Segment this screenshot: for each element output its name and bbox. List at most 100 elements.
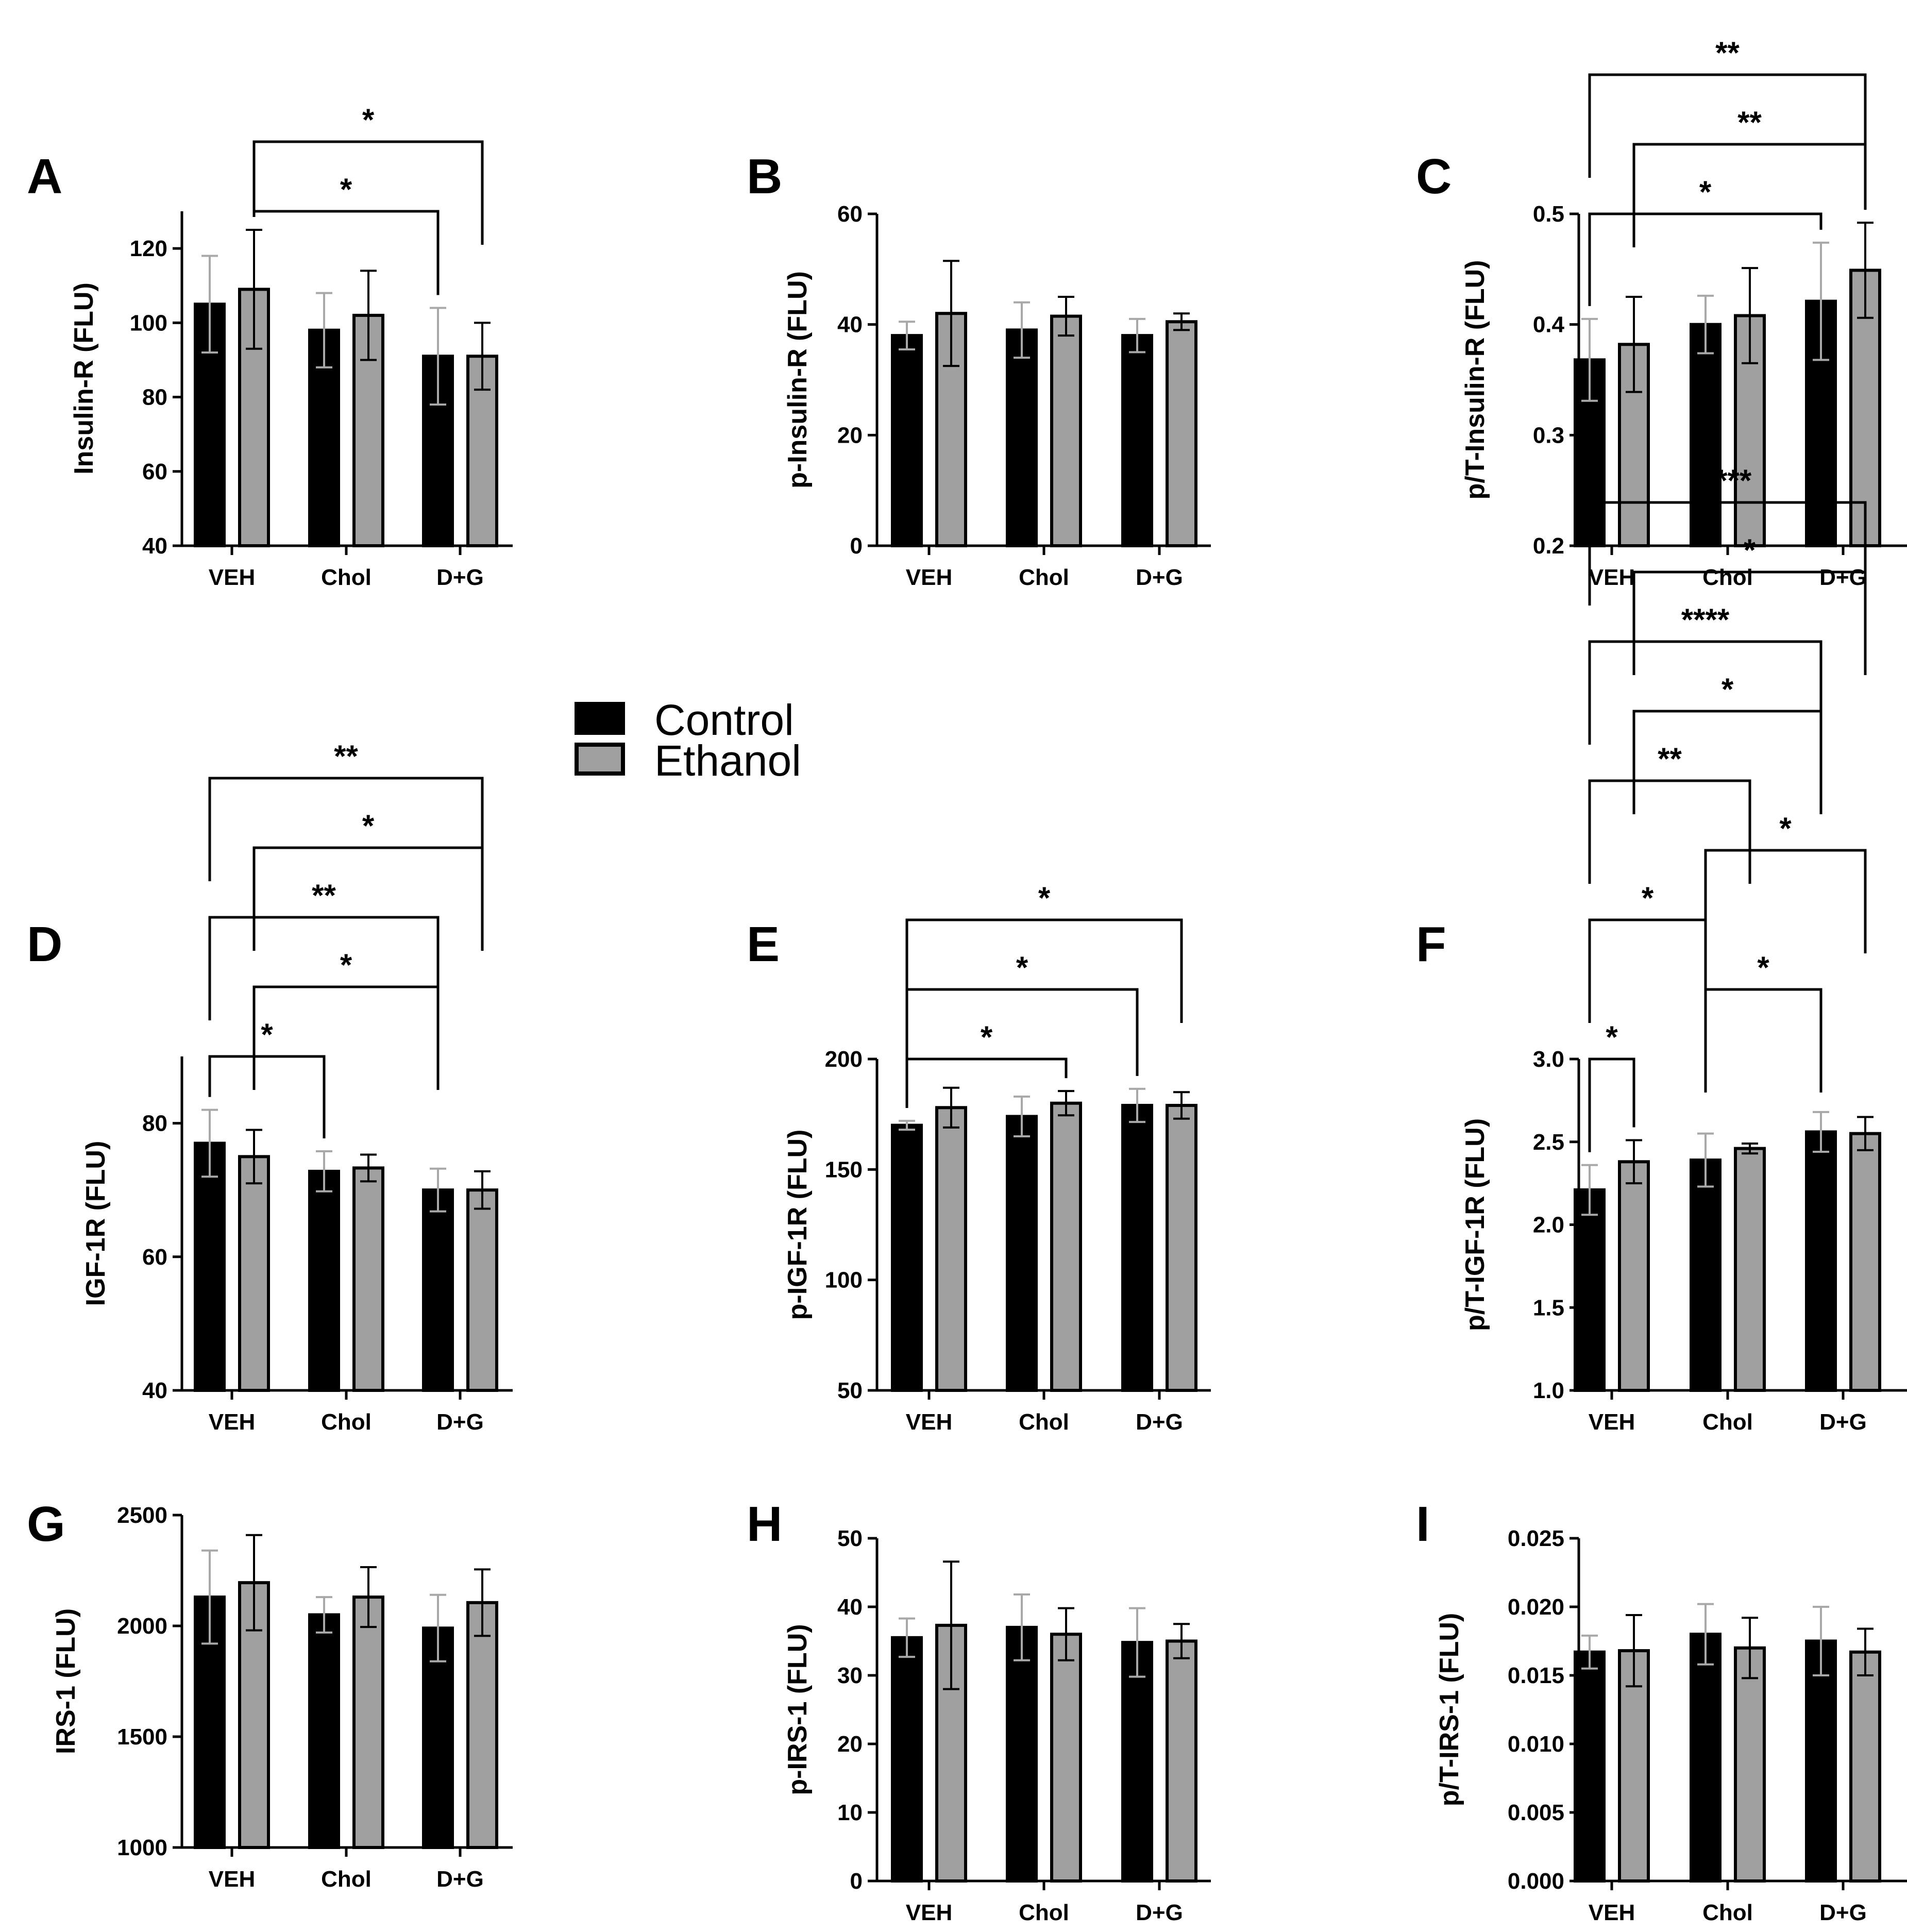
- significance-label: *: [362, 809, 375, 843]
- significance-bracket: [1588, 1057, 1635, 1152]
- y-axis-label: p-IRS-1 (FLU): [783, 1624, 813, 1795]
- y-tick-label: 1000: [117, 1835, 167, 1860]
- y-tick-label: 2.0: [1533, 1213, 1564, 1238]
- y-tick-label: 40: [142, 1378, 167, 1403]
- significance-bracket: [1588, 918, 1707, 1023]
- y-axis-label: p/T-Insulin-R (FLU): [1460, 260, 1490, 499]
- bar-control-veh: [891, 1123, 923, 1392]
- y-tick-label: 0.2: [1533, 533, 1564, 559]
- significance-bracket: [252, 985, 440, 1090]
- x-tick-label: VEH: [1589, 565, 1635, 590]
- legend-label-control: Control: [654, 696, 794, 744]
- x-tick-label: VEH: [1589, 1900, 1635, 1925]
- y-tick-label: 40: [837, 1594, 863, 1620]
- bar-control-chol: [1690, 1633, 1722, 1883]
- bar-ethanol-dg: [1166, 1639, 1197, 1883]
- y-tick-label: 2500: [117, 1503, 167, 1528]
- bar-ethanol-dg: [466, 1188, 498, 1392]
- y-tick-label: 10: [837, 1800, 863, 1825]
- panel-letter: A: [27, 149, 62, 204]
- x-tick-label: D+G: [1819, 1900, 1867, 1925]
- y-tick-label: 40: [142, 533, 167, 559]
- legend: Control Ethanol: [575, 696, 801, 785]
- significance-label: ****: [1681, 602, 1730, 637]
- bar-control-dg: [1121, 1641, 1153, 1883]
- x-tick-label: D+G: [1819, 1409, 1867, 1435]
- y-tick-label: 100: [825, 1268, 863, 1293]
- legend-swatch-control: [575, 702, 625, 735]
- bar-ethanol-dg: [1849, 1650, 1881, 1883]
- significance-label: *: [340, 172, 352, 207]
- bar-control-veh: [1574, 1650, 1606, 1883]
- bar-control-chol: [1006, 1115, 1038, 1392]
- bar-control-veh: [891, 1636, 923, 1883]
- panel-letter: H: [747, 1497, 782, 1552]
- legend-swatch-ethanol: [575, 743, 625, 776]
- y-tick-label: 2.5: [1533, 1130, 1564, 1155]
- y-tick-label: 1.5: [1533, 1295, 1564, 1320]
- significance-label: **: [1715, 36, 1740, 70]
- x-tick-label: D+G: [1819, 565, 1867, 590]
- bar-control-dg: [1121, 1104, 1153, 1392]
- panel-a: A 40 60 80 100 120 VEH Chol D+G Insulin-R (FLU) * *: [27, 103, 513, 590]
- y-tick-label: 80: [142, 1111, 167, 1136]
- y-tick-label: 0.4: [1533, 312, 1565, 338]
- panel-letter: I: [1416, 1497, 1430, 1552]
- bar-control-veh: [891, 334, 923, 548]
- bar-control-chol: [308, 1613, 340, 1849]
- y-tick-label: 3.0: [1533, 1047, 1564, 1072]
- x-tick-label: VEH: [209, 565, 255, 590]
- panel-h: H 0 10 20 30 40 50 VEH Chol D+G p-IRS-1 (FLU): [747, 1497, 1211, 1925]
- panel-letter: E: [747, 917, 780, 972]
- y-tick-label: 150: [825, 1157, 863, 1182]
- bar-ethanol-chol: [1050, 1101, 1082, 1392]
- bar-control-dg: [1121, 334, 1153, 548]
- x-tick-label: VEH: [906, 1900, 952, 1925]
- panel-letter: G: [27, 1497, 65, 1552]
- bar-ethanol-chol: [1050, 314, 1082, 547]
- bar-ethanol-dg: [1849, 1132, 1881, 1392]
- panel-b: B 0 20 40 60 VEH Chol D+G p-Insulin-R (FLU): [747, 149, 1211, 590]
- significance-bracket: [252, 140, 484, 245]
- significance-label: *: [1642, 881, 1654, 915]
- x-tick-label: VEH: [906, 1409, 952, 1435]
- y-tick-label: 60: [837, 201, 863, 227]
- significance-label: *: [1757, 950, 1769, 985]
- y-tick-label: 0.025: [1508, 1526, 1564, 1551]
- bar-control-dg: [422, 1188, 454, 1392]
- significance-bracket: [1704, 849, 1867, 953]
- y-tick-label: 0.000: [1508, 1869, 1564, 1894]
- significance-bracket: [208, 777, 484, 881]
- panel-c: C 0.2 0.3 0.4 0.5 VEH Chol D+G p/T-Insulin-R (FL…: [1416, 36, 1907, 590]
- significance-bracket: [1588, 640, 1822, 745]
- x-tick-label: D+G: [1136, 1900, 1183, 1925]
- y-tick-label: 0: [850, 533, 863, 559]
- significance-label: ****: [1703, 463, 1752, 498]
- y-tick-label: 1500: [117, 1724, 167, 1750]
- bar-ethanol-dg: [1166, 1104, 1197, 1392]
- y-tick-label: 0.015: [1508, 1663, 1564, 1688]
- x-tick-label: Chol: [321, 1867, 372, 1892]
- panel-letter: C: [1416, 149, 1452, 204]
- y-tick-label: 2000: [117, 1614, 167, 1639]
- y-tick-label: 120: [130, 236, 167, 261]
- bar-ethanol-chol: [1050, 1633, 1082, 1883]
- x-tick-label: Chol: [1019, 1900, 1069, 1925]
- significance-label: **: [1658, 742, 1682, 776]
- y-tick-label: 0.3: [1533, 423, 1564, 448]
- x-tick-label: Chol: [1019, 565, 1069, 590]
- bar-control-veh: [194, 303, 226, 547]
- bar-control-dg: [1805, 1130, 1837, 1392]
- bar-control-veh: [1574, 1188, 1606, 1392]
- y-tick-label: 80: [142, 385, 167, 410]
- panel-g: G 1000 1500 2000 2500 VEH Chol D+G IRS-1 (FLU): [27, 1497, 513, 1892]
- x-tick-label: D+G: [436, 1409, 484, 1435]
- y-tick-label: 0: [850, 1869, 863, 1894]
- significance-bracket: [252, 210, 440, 295]
- significance-bracket: [252, 846, 484, 951]
- significance-bracket: [905, 918, 1183, 1023]
- y-tick-label: 100: [130, 310, 167, 335]
- x-tick-label: Chol: [321, 565, 372, 590]
- x-tick-label: VEH: [1589, 1409, 1635, 1435]
- y-tick-label: 20: [837, 423, 863, 448]
